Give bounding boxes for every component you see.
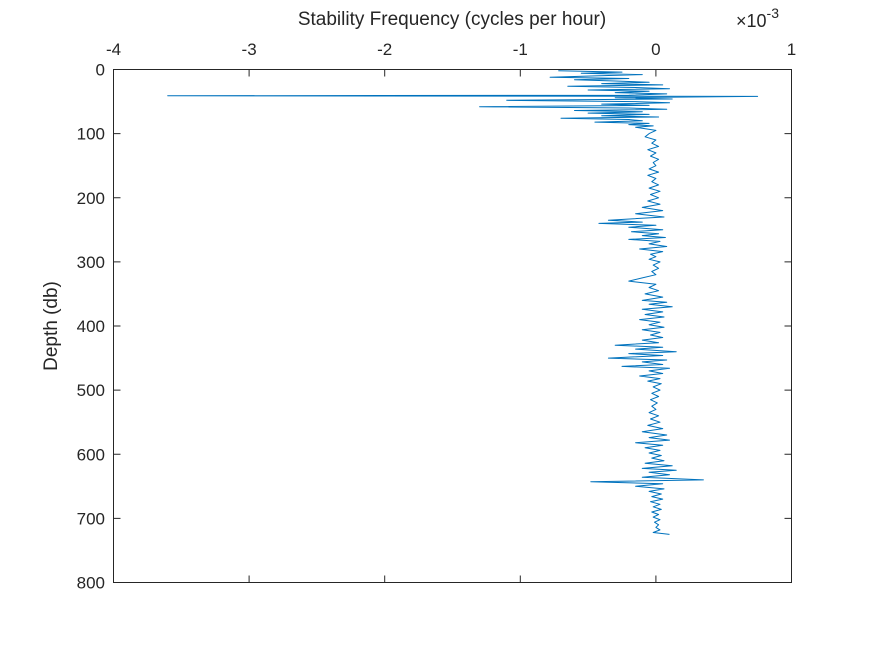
y-tick-label: 200 xyxy=(77,189,105,208)
x-axis-label: Stability Frequency (cycles per hour) xyxy=(298,9,606,30)
x-exponent-label: ×10-3 xyxy=(736,5,779,31)
y-tick-label: 600 xyxy=(77,445,105,464)
x-tick-label: 1 xyxy=(787,40,796,59)
y-tick-label: 800 xyxy=(77,574,105,593)
y-tick-label: 400 xyxy=(77,317,105,336)
axis-tick-labels: -4 -3 -2 -1 0 1 0 100 200 300 400 500 600 700 800 xyxy=(77,40,797,593)
plot-area xyxy=(113,69,792,583)
x-tick-label: 0 xyxy=(651,40,660,59)
x-tick-label: -3 xyxy=(242,40,257,59)
y-tick-label: 500 xyxy=(77,381,105,400)
x-tick-label: -4 xyxy=(106,40,121,59)
stability-frequency-line xyxy=(167,70,759,535)
y-tick-label: 0 xyxy=(96,61,105,80)
y-tick-label: 300 xyxy=(77,253,105,272)
x-tick-label: -2 xyxy=(377,40,392,59)
axis-ticks xyxy=(113,69,792,583)
y-axis-label: Depth (db) xyxy=(41,281,62,371)
y-tick-label: 700 xyxy=(77,509,105,528)
y-tick-label: 100 xyxy=(77,125,105,144)
x-tick-label: -1 xyxy=(513,40,528,59)
